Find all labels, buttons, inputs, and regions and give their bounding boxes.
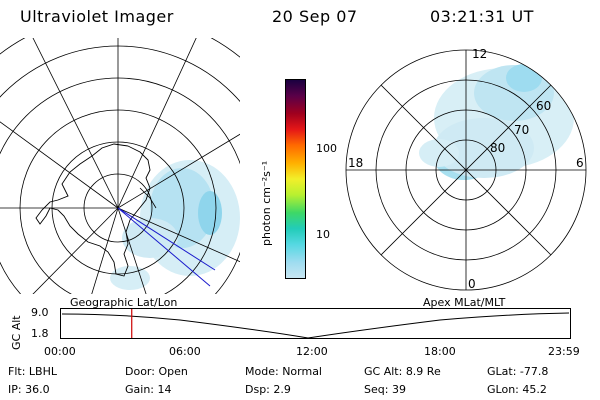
mlt-6-label: 6 — [576, 156, 584, 170]
timeline-xtick-0600: 06:00 — [169, 345, 201, 358]
status-ip: IP: 36.0 — [8, 383, 50, 396]
magnetic-polar-plot: 12 18 6 0 60 70 80 — [345, 48, 587, 291]
altitude-timeline — [60, 308, 571, 339]
timeline-xtick-0000: 00:00 — [44, 345, 76, 358]
aurora-emission — [419, 64, 574, 180]
mlat-70-label: 70 — [514, 123, 529, 137]
status-gc-alt: GC Alt: 8.9 Re — [364, 365, 441, 378]
status-seq: Seq: 39 — [364, 383, 406, 396]
mlt-18-label: 18 — [348, 156, 363, 170]
colorbar-tick-10: 10 — [316, 228, 330, 241]
status-flt: Flt: LBHL — [8, 365, 57, 378]
status-mode: Mode: Normal — [245, 365, 322, 378]
status-gain: Gain: 14 — [125, 383, 172, 396]
track-line — [117, 207, 211, 287]
status-glat: GLat: -77.8 — [487, 365, 549, 378]
timeline-xtick-1800: 18:00 — [424, 345, 456, 358]
aurora-emission — [110, 160, 240, 290]
status-door: Door: Open — [125, 365, 188, 378]
date-label: 20 Sep 07 — [272, 7, 358, 26]
colorbar-unit-label: photon cm⁻²s⁻¹ — [260, 160, 273, 246]
altitude-curve — [61, 312, 570, 339]
timeline-xtick-1200: 12:00 — [296, 345, 328, 358]
meridians — [0, 38, 240, 294]
geographic-map — [0, 38, 240, 294]
mlt-12-label: 12 — [472, 48, 487, 61]
timeline-ylabel: GC Alt — [10, 315, 23, 350]
timeline-frame — [60, 308, 571, 339]
timeline-xtick-2359: 23:59 — [548, 345, 580, 358]
track-line — [117, 207, 216, 271]
mlat-60-label: 60 — [536, 99, 551, 113]
right-panel-caption: Apex MLat/MLT — [423, 296, 506, 309]
status-dsp: Dsp: 2.9 — [245, 383, 291, 396]
instrument-title: Ultraviolet Imager — [20, 7, 174, 26]
color-scale-gradient — [286, 80, 305, 278]
mlt-0-label: 0 — [468, 277, 476, 291]
mlat-80-label: 80 — [490, 141, 505, 155]
timeline-ytick-top: 9.0 — [31, 306, 49, 319]
antarctica-coastline — [35, 143, 151, 277]
left-panel-caption: Geographic Lat/Lon — [70, 296, 178, 309]
color-scale-bar — [285, 79, 306, 279]
status-glon: GLon: 45.2 — [487, 383, 547, 396]
timeline-ytick-bottom: 1.8 — [31, 327, 49, 340]
time-label: 03:21:31 UT — [430, 7, 534, 26]
colorbar-tick-100: 100 — [316, 142, 337, 155]
